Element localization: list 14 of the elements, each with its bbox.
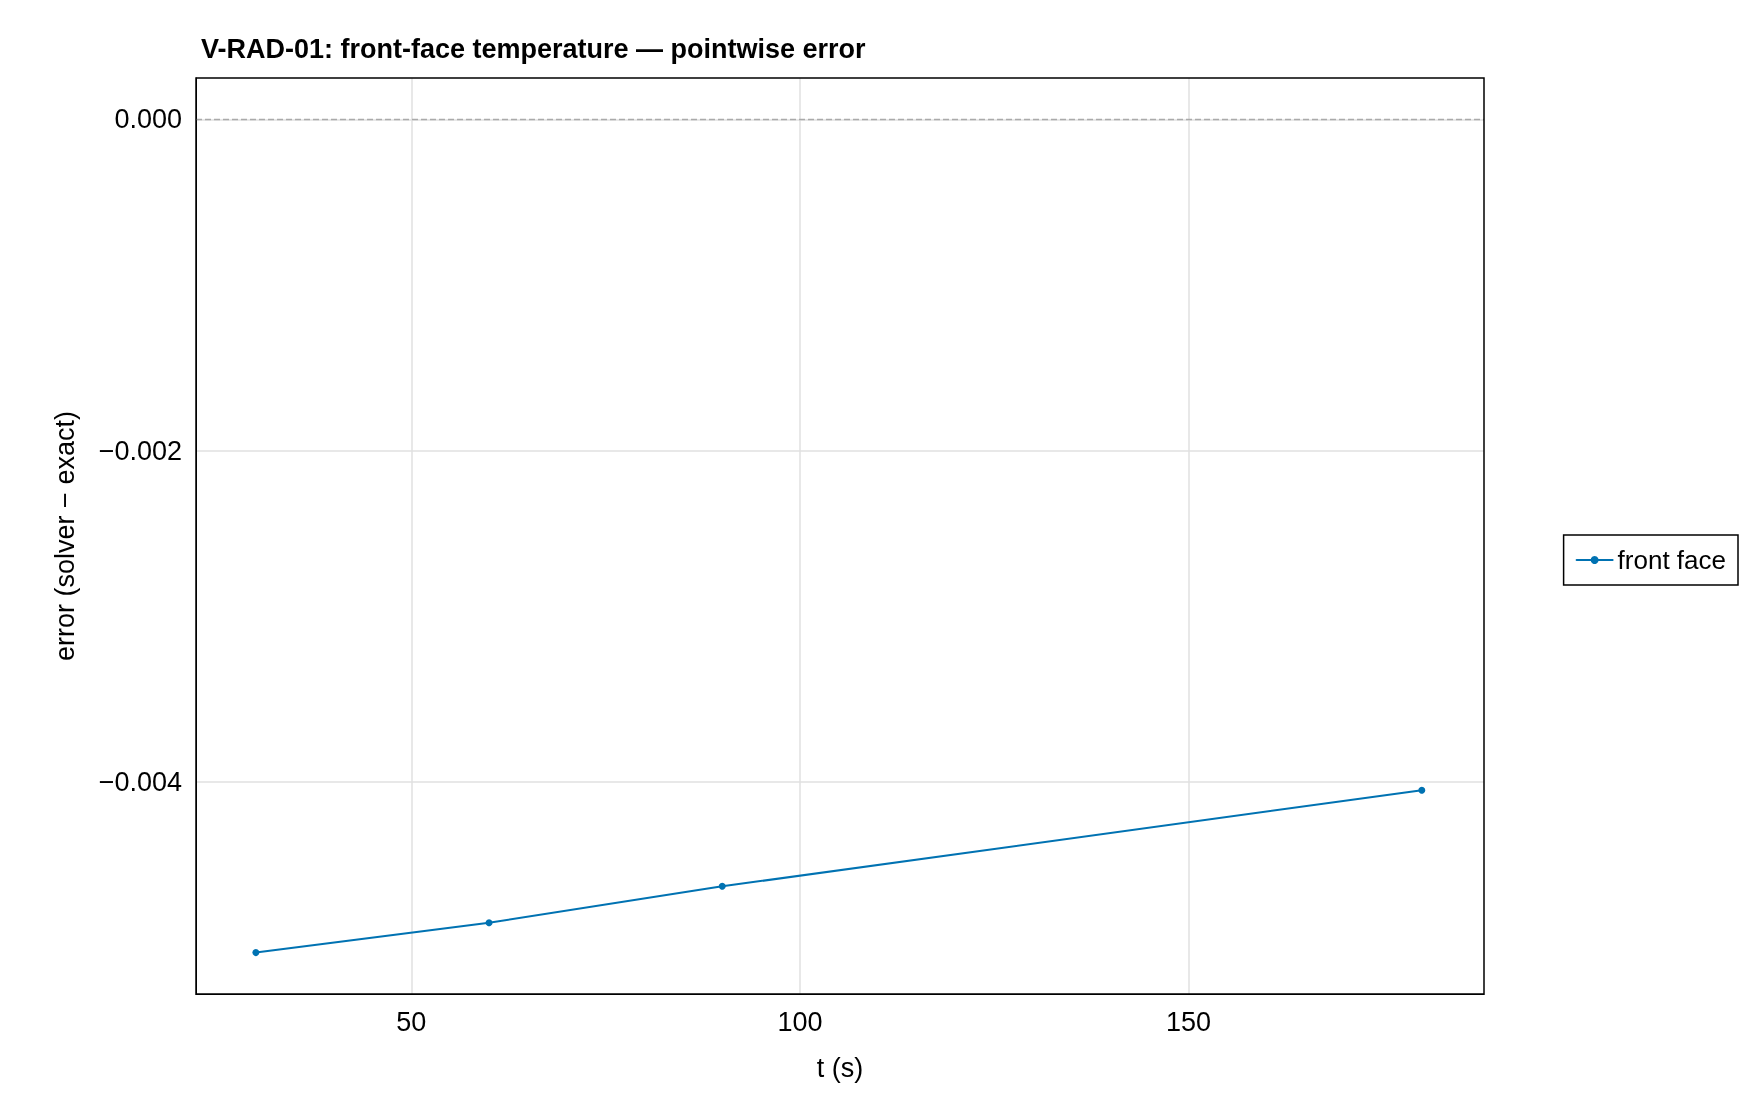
point — [1418, 786, 1426, 794]
x-tick-label: 50 — [396, 1006, 427, 1037]
chart-title: V-RAD-01: front-face temperature — pointwise error — [201, 33, 867, 64]
x-tick-label: 100 — [777, 1006, 823, 1037]
point — [252, 949, 260, 957]
legend-label: front face — [1617, 545, 1727, 575]
y-tick-label: 0.000 — [114, 104, 182, 135]
x-axis-title: t (s) — [816, 1052, 864, 1083]
y-tick-label: −0.004 — [98, 766, 182, 797]
x-tick-label: 150 — [1166, 1006, 1212, 1037]
y-tick-label: −0.002 — [98, 435, 182, 466]
y-axis-title: error (solver − exact) — [49, 411, 80, 661]
point — [485, 919, 493, 927]
point — [718, 882, 726, 890]
